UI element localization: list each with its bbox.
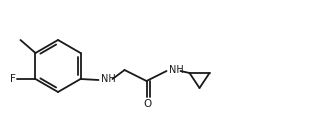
- Text: F: F: [10, 74, 15, 84]
- Text: O: O: [143, 99, 152, 109]
- Text: NH: NH: [169, 65, 183, 75]
- Text: NH: NH: [100, 74, 115, 84]
